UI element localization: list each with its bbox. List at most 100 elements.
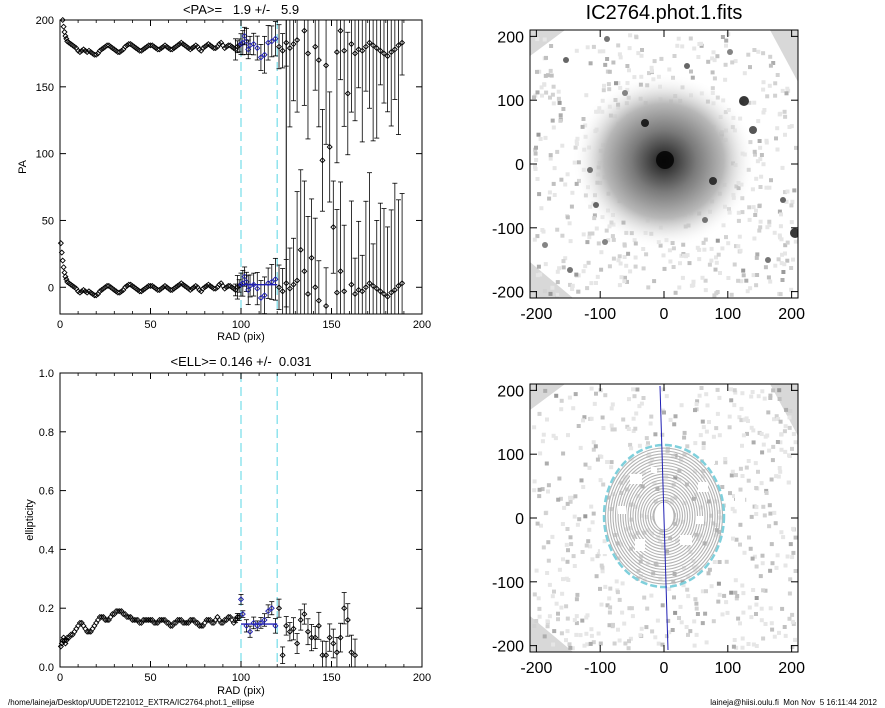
noise-pixel <box>605 57 610 61</box>
noise-pixel <box>741 268 746 273</box>
noise-pixel <box>557 567 562 572</box>
noise-pixel <box>694 565 699 570</box>
y-tick-label: 200 <box>497 383 524 400</box>
data-point <box>286 628 293 635</box>
noise-pixel <box>772 634 777 639</box>
noise-pixel <box>781 270 786 274</box>
noise-pixel <box>648 421 653 426</box>
noise-pixel <box>601 49 606 54</box>
noise-pixel <box>726 241 731 246</box>
noise-pixel <box>782 625 787 629</box>
noise-pixel <box>733 590 738 595</box>
data-point <box>362 284 369 291</box>
data-point <box>370 282 377 289</box>
noise-pixel <box>790 199 795 204</box>
noise-pixel <box>557 100 562 105</box>
noise-pixel <box>673 521 678 526</box>
noise-pixel <box>686 632 690 637</box>
data-point <box>301 268 308 275</box>
noise-pixel <box>773 81 778 86</box>
noise-pixel <box>582 643 587 648</box>
noise-pixel <box>767 448 772 453</box>
noise-pixel <box>567 395 572 400</box>
star <box>709 177 717 185</box>
data-point <box>261 292 268 299</box>
noise-pixel <box>558 496 563 501</box>
noise-pixel <box>696 55 701 59</box>
noise-pixel <box>724 38 729 43</box>
noise-pixel <box>791 622 796 626</box>
data-point <box>359 288 366 295</box>
noise-pixel <box>717 433 722 438</box>
noise-pixel <box>625 475 629 480</box>
noise-pixel <box>545 417 549 422</box>
data-point <box>132 616 140 623</box>
noise-pixel <box>539 523 543 528</box>
noise-pixel <box>651 571 656 576</box>
noise-pixel <box>555 269 560 274</box>
noise-pixel <box>704 392 709 397</box>
data-point <box>341 288 348 295</box>
noise-pixel <box>709 584 714 589</box>
noise-pixel <box>631 387 636 392</box>
noise-pixel <box>650 457 655 462</box>
noise-pixel <box>776 474 781 479</box>
noise-pixel <box>602 552 607 557</box>
noise-pixel <box>715 411 720 416</box>
noise-pixel <box>629 606 634 611</box>
noise-pixel <box>554 393 559 398</box>
noise-pixel <box>609 507 614 512</box>
data-point <box>351 50 359 57</box>
noise-pixel <box>575 522 580 527</box>
data-point <box>140 46 147 53</box>
noise-pixel <box>668 536 673 541</box>
star <box>790 228 798 238</box>
data-point <box>294 277 301 284</box>
noise-pixel <box>717 592 722 597</box>
noise-pixel <box>534 158 539 162</box>
noise-pixel <box>727 414 732 419</box>
noise-pixel <box>751 588 756 592</box>
data-point <box>63 35 70 42</box>
noise-pixel <box>758 157 763 162</box>
noise-pixel <box>561 557 565 562</box>
noise-pixel <box>599 250 604 255</box>
noise-pixel <box>746 52 751 57</box>
data-point <box>100 45 107 52</box>
noise-pixel <box>626 427 631 431</box>
noise-pixel <box>563 182 568 187</box>
noise-pixel <box>693 492 698 497</box>
noise-pixel <box>759 606 764 611</box>
noise-pixel <box>661 253 666 258</box>
data-point <box>254 622 261 629</box>
noise-pixel <box>569 204 574 209</box>
mask-region <box>646 587 654 593</box>
noise-pixel <box>760 553 765 558</box>
noise-pixel <box>729 292 734 297</box>
noise-pixel <box>574 632 579 637</box>
noise-pixel <box>560 143 565 148</box>
noise-pixel <box>552 629 557 634</box>
noise-pixel <box>681 253 686 258</box>
noise-pixel <box>738 487 743 492</box>
noise-pixel <box>746 478 751 483</box>
noise-pixel <box>599 563 604 568</box>
noise-pixel <box>759 153 764 157</box>
noise-pixel <box>652 481 657 486</box>
noise-pixel <box>555 292 560 297</box>
noise-pixel <box>761 504 766 509</box>
noise-pixel <box>770 561 775 566</box>
noise-pixel <box>536 596 541 601</box>
noise-pixel <box>604 228 609 233</box>
noise-pixel <box>625 424 630 429</box>
y-tick-label: 100 <box>497 447 524 464</box>
noise-pixel <box>624 263 629 268</box>
noise-pixel <box>792 188 797 193</box>
noise-pixel <box>775 147 780 152</box>
y-tick-label: 0.6 <box>39 486 54 498</box>
noise-pixel <box>725 610 730 615</box>
x-tick-label: 100 <box>714 306 741 323</box>
noise-pixel <box>662 534 666 539</box>
noise-pixel <box>766 275 771 280</box>
data-point <box>388 289 395 296</box>
